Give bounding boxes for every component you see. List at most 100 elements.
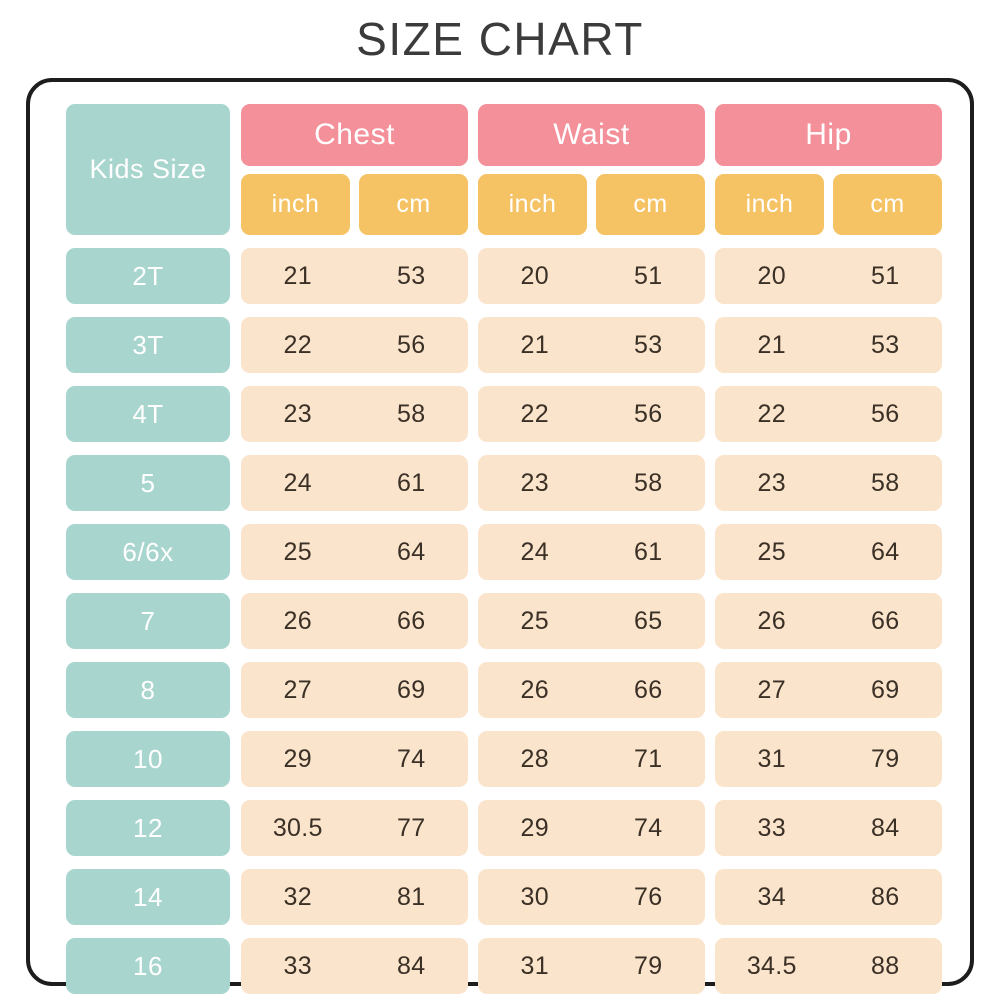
- value-pair-waist: 21 53: [478, 317, 705, 373]
- table-row: 2T 21 53 20 51 20 51: [66, 248, 942, 304]
- row-size-label: 7: [66, 593, 230, 649]
- cell-waist-cm: 65: [634, 606, 663, 635]
- page-title: SIZE CHART: [356, 13, 644, 65]
- value-pair-chest: 25 64: [241, 524, 468, 580]
- unit-header-hip-cm: cm: [833, 174, 942, 235]
- value-pair-waist: 28 71: [478, 731, 705, 787]
- cell-waist-inch: 23: [520, 468, 549, 497]
- row-size-label: 3T: [66, 317, 230, 373]
- value-pair-chest: 26 66: [241, 593, 468, 649]
- cell-waist-cm: 56: [634, 399, 663, 428]
- value-pair-chest: 32 81: [241, 869, 468, 925]
- value-pair-hip: 21 53: [715, 317, 942, 373]
- value-pair-hip: 20 51: [715, 248, 942, 304]
- row-size-label: 5: [66, 455, 230, 511]
- value-pair-chest: 29 74: [241, 731, 468, 787]
- unit-headers-hip: inch cm: [715, 174, 942, 235]
- value-pair-hip: 25 64: [715, 524, 942, 580]
- cell-chest-cm: 81: [397, 882, 426, 911]
- cell-hip-inch: 34: [757, 882, 786, 911]
- cell-waist-inch: 26: [520, 675, 549, 704]
- row-size-label: 4T: [66, 386, 230, 442]
- cell-waist-inch: 21: [520, 330, 549, 359]
- value-pair-hip: 34 86: [715, 869, 942, 925]
- cell-waist-inch: 22: [520, 399, 549, 428]
- value-pair-hip: 31 79: [715, 731, 942, 787]
- cell-chest-cm: 66: [397, 606, 426, 635]
- cell-hip-cm: 58: [871, 468, 900, 497]
- cell-waist-cm: 61: [634, 537, 663, 566]
- row-size-label: 2T: [66, 248, 230, 304]
- cell-hip-inch: 23: [757, 468, 786, 497]
- row-values: 30.5 77 29 74 33 84: [241, 800, 942, 856]
- cell-hip-cm: 86: [871, 882, 900, 911]
- row-values: 29 74 28 71 31 79: [241, 731, 942, 787]
- unit-header-chest-inch: inch: [241, 174, 350, 235]
- value-pair-hip: 34.5 88: [715, 938, 942, 994]
- value-pair-chest: 23 58: [241, 386, 468, 442]
- cell-hip-inch: 26: [757, 606, 786, 635]
- cell-chest-inch: 25: [283, 537, 312, 566]
- cell-chest-inch: 33: [283, 951, 312, 980]
- cell-chest-inch: 30.5: [272, 813, 323, 842]
- group-header-hip: Hip: [715, 104, 942, 166]
- unit-header-waist-inch: inch: [478, 174, 587, 235]
- cell-waist-cm: 79: [634, 951, 663, 980]
- cell-chest-inch: 29: [283, 744, 312, 773]
- cell-hip-inch: 31: [757, 744, 786, 773]
- cell-waist-inch: 31: [520, 951, 549, 980]
- table-row: 12 30.5 77 29 74 33 84: [66, 800, 942, 856]
- row-values: 25 64 24 61 25 64: [241, 524, 942, 580]
- table-row: 14 32 81 30 76 34 86: [66, 869, 942, 925]
- cell-chest-inch: 21: [283, 261, 312, 290]
- cell-hip-inch: 33: [757, 813, 786, 842]
- cell-waist-cm: 76: [634, 882, 663, 911]
- cell-chest-cm: 61: [397, 468, 426, 497]
- value-pair-chest: 27 69: [241, 662, 468, 718]
- header-kids-size: Kids Size: [66, 104, 230, 235]
- table-row: 6/6x 25 64 24 61 25 64: [66, 524, 942, 580]
- cell-hip-cm: 88: [871, 951, 900, 980]
- value-pair-waist: 24 61: [478, 524, 705, 580]
- value-pair-chest: 22 56: [241, 317, 468, 373]
- cell-chest-cm: 84: [397, 951, 426, 980]
- cell-hip-cm: 51: [871, 261, 900, 290]
- cell-chest-cm: 74: [397, 744, 426, 773]
- cell-hip-inch: 25: [757, 537, 786, 566]
- value-pair-hip: 23 58: [715, 455, 942, 511]
- value-pair-chest: 33 84: [241, 938, 468, 994]
- value-pair-waist: 23 58: [478, 455, 705, 511]
- cell-waist-cm: 71: [634, 744, 663, 773]
- value-pair-hip: 26 66: [715, 593, 942, 649]
- cell-chest-cm: 77: [397, 813, 426, 842]
- cell-hip-cm: 84: [871, 813, 900, 842]
- row-values: 23 58 22 56 22 56: [241, 386, 942, 442]
- cell-waist-inch: 24: [520, 537, 549, 566]
- value-pair-waist: 29 74: [478, 800, 705, 856]
- cell-chest-inch: 27: [283, 675, 312, 704]
- table-header: Kids Size Chest inch cm Waist inch c: [66, 104, 942, 235]
- row-values: 24 61 23 58 23 58: [241, 455, 942, 511]
- cell-hip-cm: 79: [871, 744, 900, 773]
- cell-chest-cm: 56: [397, 330, 426, 359]
- unit-headers-waist: inch cm: [478, 174, 705, 235]
- cell-chest-inch: 22: [283, 330, 312, 359]
- cell-chest-inch: 32: [283, 882, 312, 911]
- table-body: 2T 21 53 20 51 20 51 3T 22 56 21 53 21 53 4T 23 58 22 56 22…: [66, 248, 942, 994]
- row-values: 21 53 20 51 20 51: [241, 248, 942, 304]
- row-values: 33 84 31 79 34.5 88: [241, 938, 942, 994]
- value-pair-waist: 31 79: [478, 938, 705, 994]
- cell-waist-cm: 53: [634, 330, 663, 359]
- cell-chest-cm: 64: [397, 537, 426, 566]
- group-header-chest: Chest: [241, 104, 468, 166]
- size-chart-table: Kids Size Chest inch cm Waist inch c: [66, 104, 942, 994]
- row-size-label: 14: [66, 869, 230, 925]
- value-pair-hip: 27 69: [715, 662, 942, 718]
- cell-chest-inch: 26: [283, 606, 312, 635]
- measurement-group-chest: Chest inch cm: [241, 104, 468, 235]
- value-pair-waist: 26 66: [478, 662, 705, 718]
- cell-chest-cm: 53: [397, 261, 426, 290]
- cell-waist-cm: 51: [634, 261, 663, 290]
- cell-waist-inch: 29: [520, 813, 549, 842]
